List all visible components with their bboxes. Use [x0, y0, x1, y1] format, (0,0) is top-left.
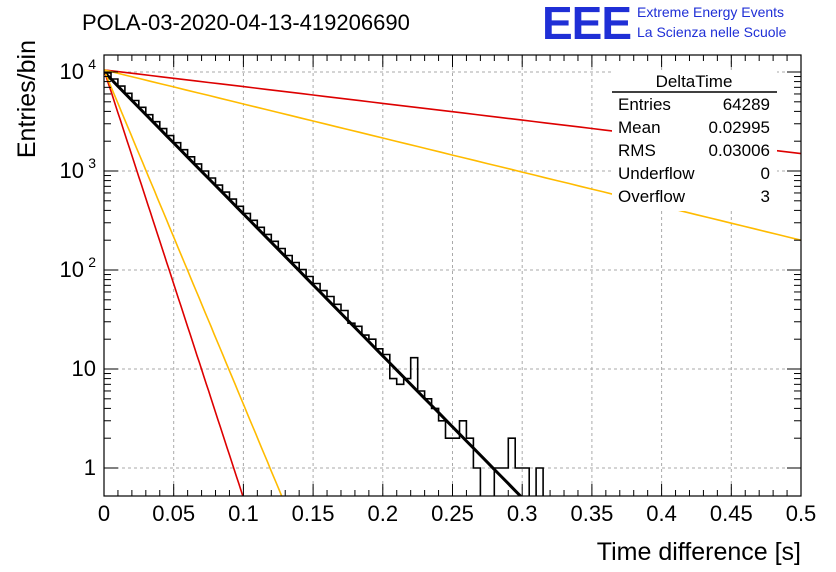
y-tick-exponent: 2 — [88, 254, 96, 270]
stats-value: 0.02995 — [709, 118, 770, 137]
x-tick-label: 0.2 — [368, 501, 399, 526]
x-tick-label: 0.3 — [507, 501, 538, 526]
stats-label: Mean — [618, 118, 661, 137]
stats-value: 0.03006 — [709, 141, 770, 160]
y-tick-label: 10 — [60, 257, 84, 282]
x-tick-label: 0 — [98, 501, 110, 526]
y-tick-label: 10 — [72, 356, 96, 381]
y-tick-label: 1 — [84, 455, 96, 480]
chart-title: POLA-03-2020-04-13-419206690 — [82, 10, 410, 35]
x-tick-label: 0.25 — [431, 501, 474, 526]
stats-value: 3 — [761, 187, 770, 206]
stats-title: DeltaTime — [656, 72, 733, 91]
series-line-4 — [104, 69, 801, 241]
y-tick-label: 10 — [60, 59, 84, 84]
stats-value: 0 — [761, 164, 770, 183]
x-tick-label: 0.05 — [152, 501, 195, 526]
x-tick-label: 0.35 — [570, 501, 613, 526]
y-tick-exponent: 3 — [88, 155, 96, 171]
stats-label: Underflow — [618, 164, 695, 183]
x-tick-label: 0.4 — [646, 501, 677, 526]
stats-box — [612, 71, 777, 211]
logo-line-2: La Scienza nelle Scuole — [637, 24, 787, 40]
series-line-2 — [104, 69, 283, 496]
series-line-1 — [104, 69, 244, 496]
stats-label: Entries — [618, 95, 671, 114]
y-tick-label: 10 — [60, 158, 84, 183]
x-tick-label: 0.1 — [228, 501, 259, 526]
histogram — [104, 72, 544, 496]
logo-line-1: Extreme Energy Events — [637, 4, 785, 20]
x-tick-label: 0.45 — [710, 501, 753, 526]
y-tick-exponent: 4 — [88, 56, 96, 72]
x-tick-label: 0.15 — [292, 501, 335, 526]
stats-label: Overflow — [618, 187, 686, 206]
x-tick-label: 0.5 — [786, 501, 817, 526]
y-axis-label: Entries/bin — [13, 40, 41, 158]
stats-label: RMS — [618, 141, 656, 160]
stats-value: 64289 — [723, 95, 770, 114]
logo-mark: EEE — [542, 0, 632, 49]
x-axis-label: Time difference [s] — [597, 538, 801, 566]
